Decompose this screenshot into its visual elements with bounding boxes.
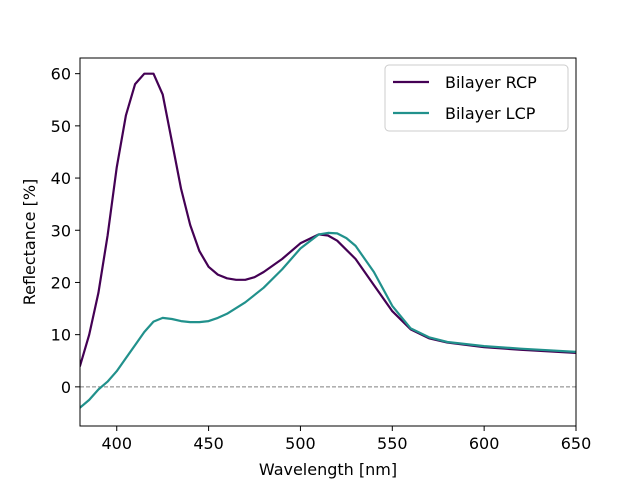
axes-frame xyxy=(79,57,577,427)
y-tick-label: 20 xyxy=(51,273,71,292)
y-axis-label: Reflectance [%] xyxy=(20,179,39,306)
x-axis-label: Wavelength [nm] xyxy=(259,460,397,479)
series-line-rcp xyxy=(80,72,576,368)
x-tick-label: 400 xyxy=(101,434,132,453)
y-tick-label: 10 xyxy=(51,326,71,345)
legend-label: Bilayer RCP xyxy=(445,73,537,92)
y-tick-label: 60 xyxy=(51,65,71,84)
axes: 400 450 500 550 600 650 0 10 20 30 40 50 60 xyxy=(51,57,592,453)
x-tick-label: 500 xyxy=(285,434,316,453)
legend-box xyxy=(384,64,569,132)
legend-label: Bilayer LCP xyxy=(445,104,536,123)
y-tick-label: 40 xyxy=(51,169,71,188)
plot-area xyxy=(80,72,576,409)
series-line-lcp xyxy=(80,231,576,409)
y-tick-label: 50 xyxy=(51,117,71,136)
y-tick-label: 0 xyxy=(61,378,71,397)
legend: Bilayer RCP Bilayer LCP xyxy=(384,64,569,132)
x-tick-label: 550 xyxy=(377,434,408,453)
x-tick-label: 650 xyxy=(561,434,592,453)
x-tick-label: 450 xyxy=(193,434,224,453)
x-tick-label: 600 xyxy=(469,434,500,453)
y-tick-label: 30 xyxy=(51,221,71,240)
